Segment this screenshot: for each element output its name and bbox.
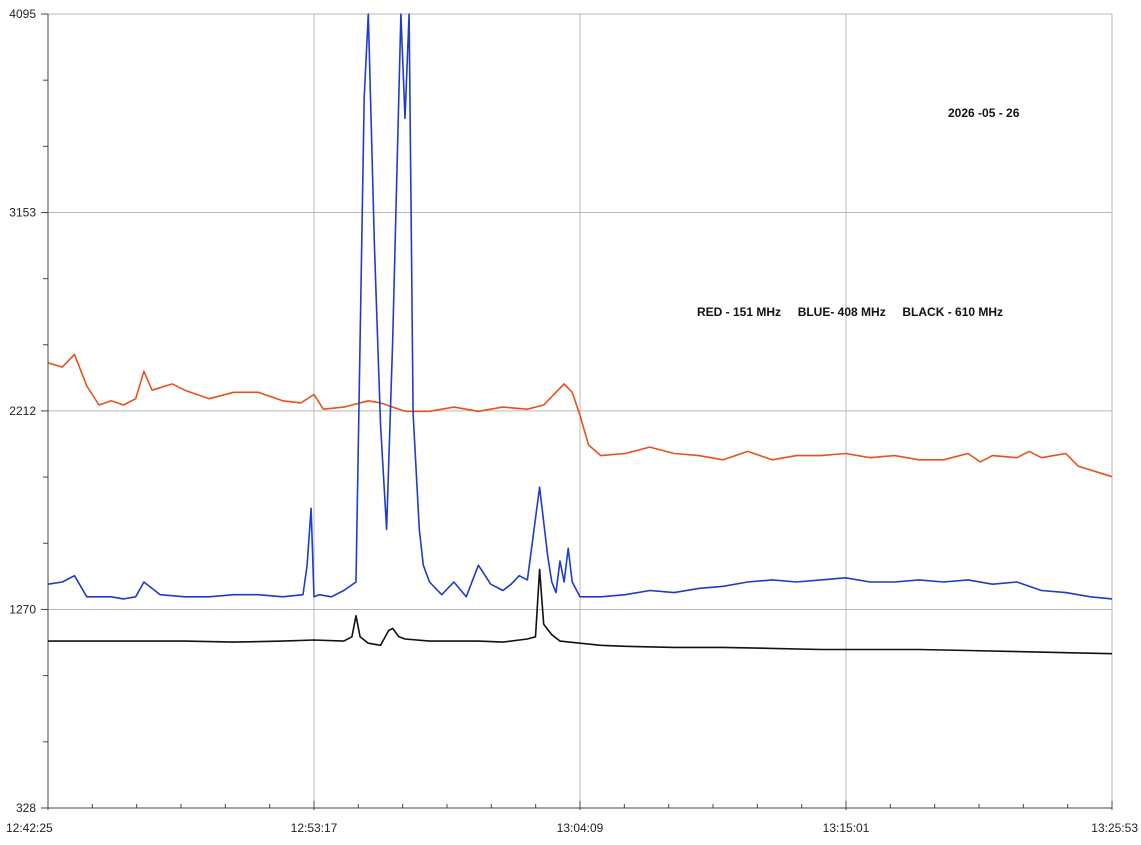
x-tick-label: 12:53:17 [291,821,338,835]
series-line-1 [47,13,1113,600]
y-tick-label: 3153 [9,206,36,220]
grid-lines [47,13,1113,809]
tick-labels: 328 1270 2212 3153 4095 12:42:25 12:53:17 13:04… [6,7,1138,835]
x-tick-label: 12:42:25 [6,821,53,835]
legend-text: RED - 151 MHz BLUE- 408 MHz BLACK - 610 … [697,305,1003,319]
x-tick-label: 13:15:01 [823,821,870,835]
y-tick-label: 2212 [9,404,36,418]
y-tick-label: 328 [16,801,36,815]
y-tick-label: 4095 [9,7,36,21]
series-line-2 [48,568,1113,655]
axes [41,13,1113,810]
x-tick-label: 13:04:09 [557,821,604,835]
x-tick-label: 13:25:53 [1091,821,1138,835]
date-label: 2026 -05 - 26 [948,106,1020,120]
series-lines [47,13,1113,655]
y-tick-label: 1270 [9,602,36,616]
series-line-0 [47,353,1113,478]
